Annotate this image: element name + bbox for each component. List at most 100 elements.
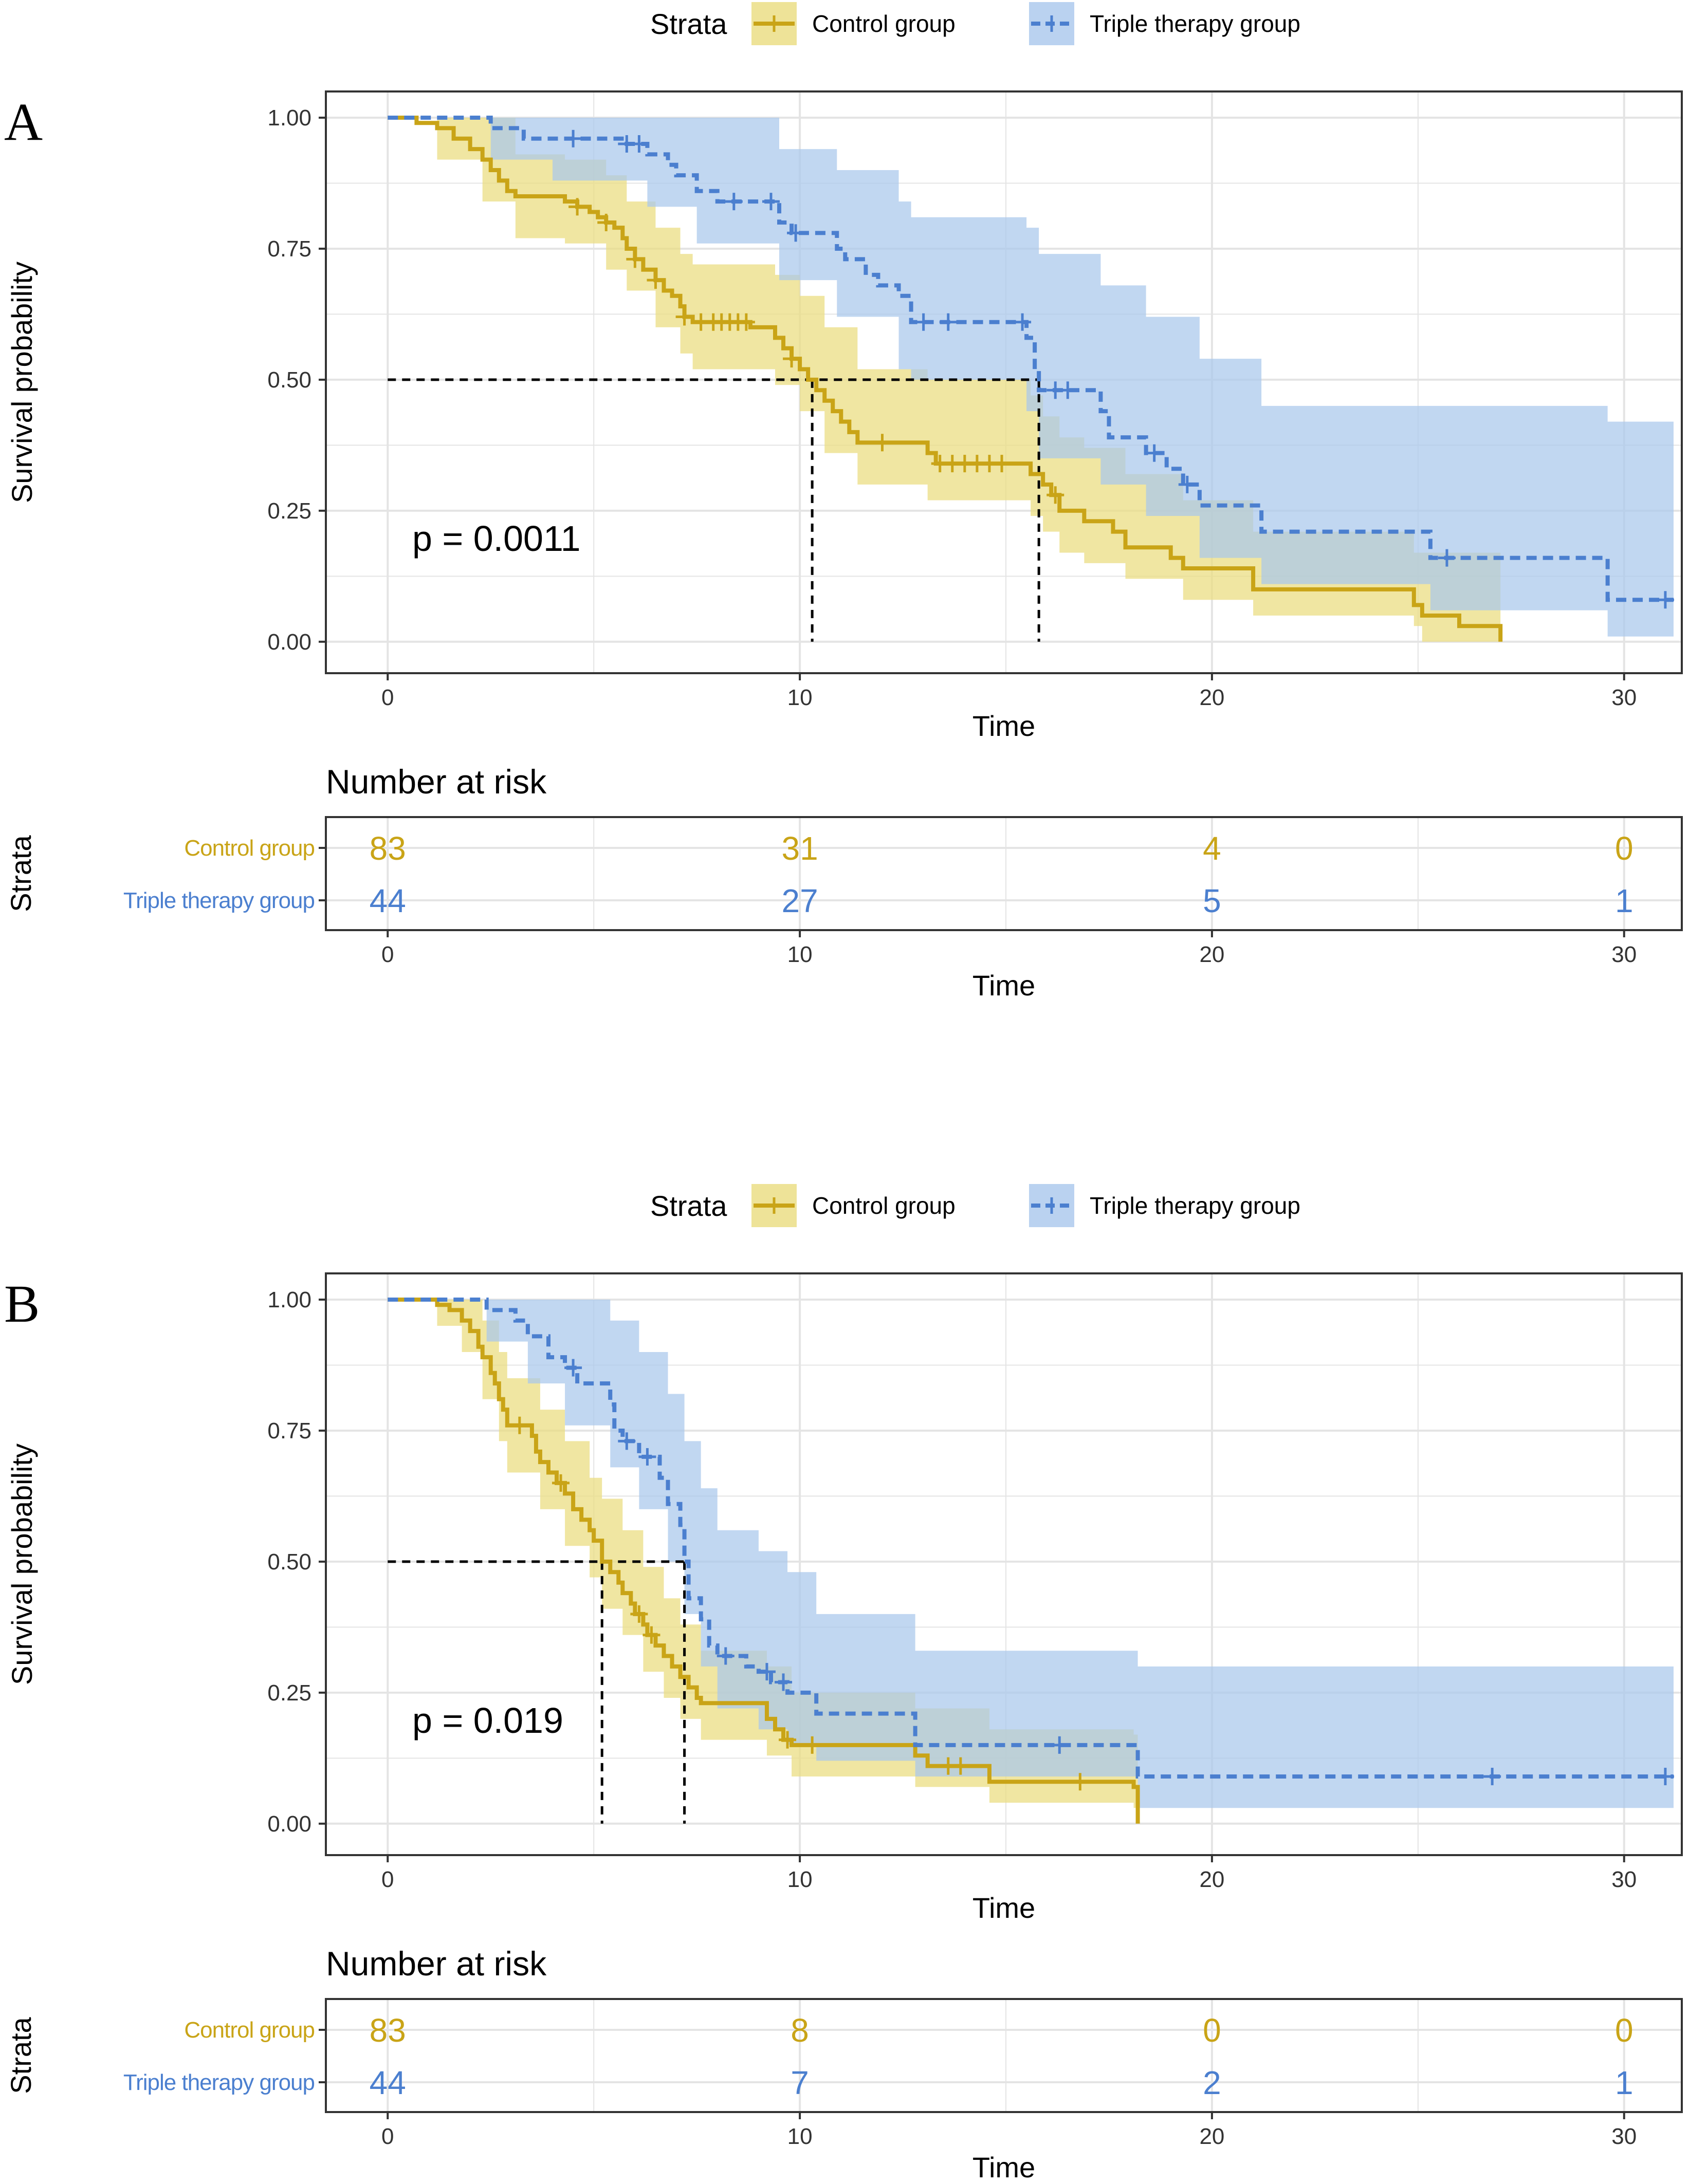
median-lines (388, 378, 1040, 642)
y-tick-label: 0.00 (267, 1811, 311, 1837)
risk-table: Number at risk Control group 83 31 4 0 Triple … (5, 763, 1683, 1002)
censor-mark-triple (1014, 313, 1032, 331)
legend-label: Control group (812, 1192, 956, 1219)
censor-mark-triple (758, 1663, 776, 1681)
x-tick-label: 10 (787, 2124, 813, 2149)
censor-mark-control (803, 1736, 821, 1754)
censor-mark-triple (914, 313, 932, 331)
x-tick-label: 10 (787, 942, 813, 967)
risk-value: 83 (370, 830, 406, 867)
x-tick-label: 30 (1611, 1867, 1637, 1892)
risk-value: 0 (1615, 830, 1633, 867)
risk-value: 31 (782, 830, 818, 867)
censor-mark-control (1071, 1773, 1089, 1791)
x-tick-label: 20 (1199, 1867, 1224, 1892)
risk-value: 7 (791, 2064, 809, 2101)
risk-value: 4 (1203, 830, 1221, 867)
censor-mark-triple (1656, 1768, 1674, 1786)
risk-value: 44 (370, 882, 406, 919)
risk-row-label: Triple therapy group (123, 888, 315, 913)
plot-frame (325, 90, 1683, 674)
censor-mark-triple (1145, 444, 1163, 462)
censor-mark-control (993, 455, 1011, 473)
risk-value: 0 (1615, 2012, 1633, 2049)
legend-label: Control group (812, 10, 956, 37)
censor-mark-control (597, 213, 615, 231)
y-tick-label: 0.25 (267, 1680, 311, 1706)
censor-mark-control (1047, 486, 1064, 504)
panel-letter: A (4, 92, 43, 152)
y-axis-title: Survival probability (6, 1443, 38, 1685)
p-value: p = 0.019 (412, 1700, 563, 1741)
x-tick-label: 30 (1611, 942, 1637, 967)
censor-mark-triple (1051, 1736, 1069, 1754)
risk-value: 1 (1615, 882, 1633, 919)
censor-mark-control (675, 308, 693, 326)
risk-x-axis-title: Time (972, 969, 1035, 1002)
censor-mark-triple (1483, 1768, 1501, 1786)
censor-mark-triple (725, 193, 743, 211)
censor-mark-triple (564, 1359, 582, 1377)
censor-mark-control (779, 1731, 797, 1749)
x-tick-label: 10 (787, 685, 813, 710)
median-lines (388, 1560, 686, 1824)
y-tick-label: 1.00 (267, 1287, 311, 1312)
risk-value: 8 (791, 2012, 809, 2049)
y-tick-label: 0.50 (267, 367, 311, 393)
risk-row-label: Control group (184, 836, 315, 861)
legend-label: Triple therapy group (1090, 1192, 1300, 1219)
censor-mark-triple (564, 129, 582, 147)
y-tick-label: 0.50 (267, 1549, 311, 1575)
legend: Strata Control group Triple therapy group (650, 2, 1300, 45)
y-tick-label: 0.75 (267, 1418, 311, 1443)
legend-title: Strata (650, 1190, 727, 1222)
censor-mark-triple (1178, 475, 1196, 493)
plot-frame (325, 1272, 1683, 1856)
risk-y-axis-title: Strata (5, 2016, 37, 2094)
censor-mark-triple (638, 1448, 656, 1466)
risk-row-label: Triple therapy group (123, 2070, 315, 2095)
x-axis-title: Time (972, 710, 1035, 742)
ci-band-triple (388, 117, 1674, 637)
panel-letter: B (4, 1274, 40, 1334)
risk-table-frame (325, 816, 1683, 931)
survival-curve-control (388, 1297, 1140, 1824)
x-tick-label: 10 (787, 1867, 813, 1892)
panel-a: A Strata Control group Triple therapy group… (4, 2, 1683, 1002)
risk-table: Number at risk Control group 83 8 0 0 Triple t… (5, 1945, 1683, 2183)
censor-mark-triple (717, 1647, 735, 1665)
censor-mark-control (630, 1605, 648, 1623)
x-tick-label: 20 (1199, 685, 1224, 710)
legend: Strata Control group Triple therapy group (650, 1184, 1300, 1227)
risk-value: 83 (370, 2012, 406, 2049)
x-tick-label: 20 (1199, 2124, 1224, 2149)
risk-value: 44 (370, 2064, 406, 2101)
risk-value: 2 (1203, 2064, 1221, 2101)
risk-value: 0 (1203, 2012, 1221, 2049)
y-tick-label: 1.00 (267, 105, 311, 131)
censor-mark-triple (618, 1432, 636, 1450)
legend-label: Triple therapy group (1090, 10, 1300, 37)
censor-mark-control (951, 1757, 969, 1775)
y-tick-label: 0.75 (267, 236, 311, 262)
x-axis-title: Time (972, 1892, 1035, 1924)
censor-mark-control (647, 271, 665, 289)
risk-table-title: Number at risk (326, 1945, 547, 1983)
censor-mark-control (626, 250, 644, 268)
x-tick-label: 30 (1611, 685, 1637, 710)
x-tick-label: 0 (381, 1867, 394, 1892)
risk-value: 5 (1203, 882, 1221, 919)
censor-mark-control (783, 350, 801, 368)
risk-value: 1 (1615, 2064, 1633, 2101)
censor-mark-control (510, 1416, 528, 1434)
censor-mark-triple (630, 135, 648, 153)
y-tick-label: 0.00 (267, 630, 311, 655)
panel-b: B Strata Control group Triple therapy group… (4, 1184, 1683, 2183)
censor-mark-triple (775, 1673, 793, 1691)
x-tick-label: 0 (381, 942, 394, 967)
censor-mark-control (642, 1626, 660, 1644)
censor-mark-triple (787, 224, 805, 242)
risk-value: 27 (782, 882, 818, 919)
censor-mark-triple (762, 193, 780, 211)
